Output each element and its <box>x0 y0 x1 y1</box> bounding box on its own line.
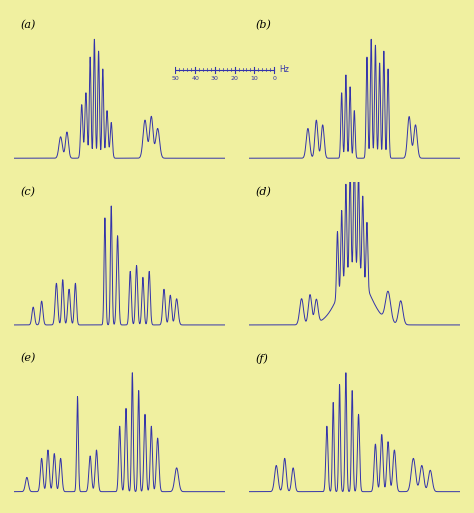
Text: 50: 50 <box>172 76 179 81</box>
Text: (f): (f) <box>255 353 268 364</box>
Text: (b): (b) <box>255 20 271 30</box>
Text: 30: 30 <box>211 76 219 81</box>
Text: Hz: Hz <box>279 65 289 74</box>
Text: (e): (e) <box>20 353 36 364</box>
Text: (c): (c) <box>20 187 36 197</box>
Text: (a): (a) <box>20 20 36 30</box>
Text: 20: 20 <box>231 76 238 81</box>
Text: 0: 0 <box>272 76 276 81</box>
Text: (d): (d) <box>255 187 271 197</box>
Text: 10: 10 <box>250 76 258 81</box>
Text: 40: 40 <box>191 76 199 81</box>
